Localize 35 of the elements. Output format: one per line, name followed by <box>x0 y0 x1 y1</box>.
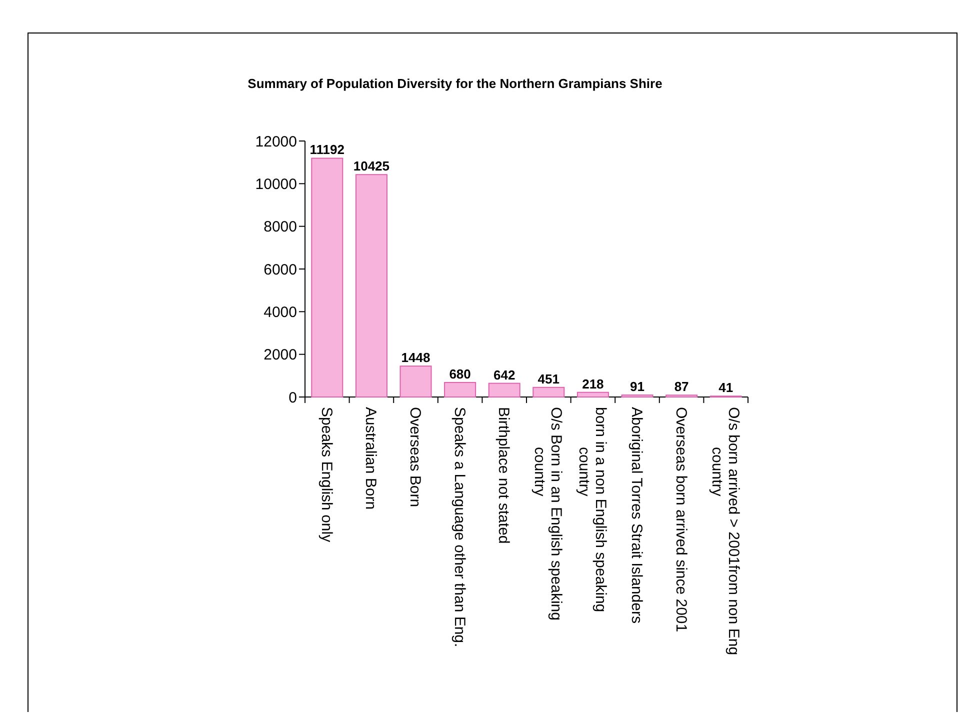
y-tick-label: 10000 <box>255 176 297 193</box>
data-label: 642 <box>494 367 516 382</box>
y-tick-label: 12000 <box>255 133 297 150</box>
data-label: 1448 <box>401 350 430 366</box>
data-label: 10425 <box>353 158 390 174</box>
bar <box>355 174 388 398</box>
y-tick-label: 6000 <box>264 261 297 278</box>
x-tick-label: Speaks English only <box>318 407 335 543</box>
bar <box>311 158 344 398</box>
data-label: 451 <box>538 371 560 386</box>
data-label: 41 <box>718 380 734 396</box>
x-tick-label: Overseas Born <box>406 407 424 508</box>
data-label: 680 <box>449 366 471 382</box>
y-tick-label: 0 <box>288 389 297 406</box>
data-label: 87 <box>674 379 689 394</box>
bar <box>532 386 565 398</box>
data-label: 91 <box>630 379 644 394</box>
y-tick-label: 4000 <box>264 304 297 321</box>
data-label: 11192 <box>310 142 345 158</box>
x-tick-label: Aboriginal Torres Strait Islanders <box>628 407 645 624</box>
bar <box>488 382 520 398</box>
x-tick-label: Birthplace not stated <box>495 407 512 544</box>
x-tick-label: O/s Born in an English speaking country <box>531 407 565 620</box>
x-tick-label: Speaks a Language other than Eng. <box>450 407 468 648</box>
chart-title: Summary of Population Diversity for the Northern Grampians Shire <box>248 76 662 91</box>
bar <box>444 382 476 398</box>
x-tick-label: Overseas born arrived since 2001 <box>672 407 690 632</box>
y-tick-label: 2000 <box>264 346 297 364</box>
bar <box>576 392 609 398</box>
x-tick-label: born in a non English speaking country <box>575 407 609 612</box>
x-tick-label: Australian Born <box>362 407 380 510</box>
data-label: 218 <box>582 376 604 392</box>
x-tick-label: O/s born arrived > 2001from non Eng country <box>708 407 742 656</box>
bar <box>400 366 432 398</box>
y-tick-label: 8000 <box>264 218 297 236</box>
